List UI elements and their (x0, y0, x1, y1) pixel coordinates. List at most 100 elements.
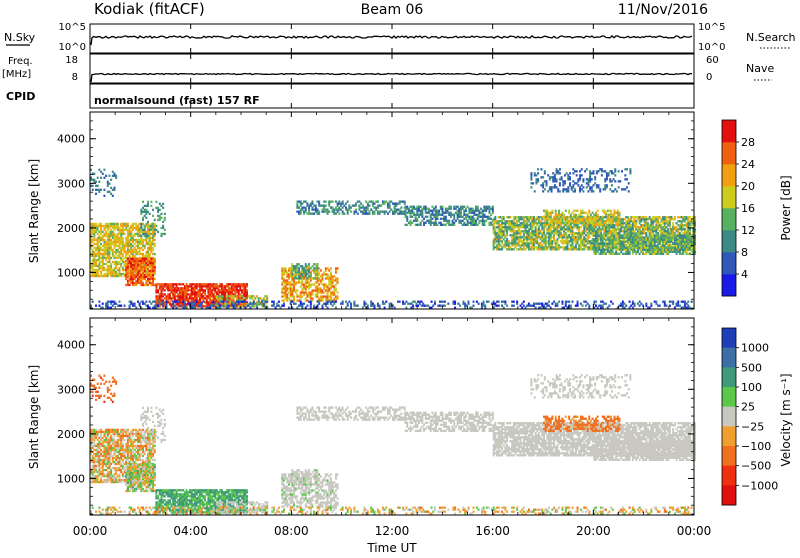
power-cell (416, 220, 418, 222)
power-cell (431, 212, 433, 214)
power-cell (420, 206, 422, 208)
power-cell (410, 224, 412, 226)
power-cell (523, 234, 525, 236)
power-cell (169, 301, 171, 303)
power-cell (186, 283, 188, 285)
power-cell (494, 216, 496, 218)
power-cell (298, 271, 300, 273)
power-cell (239, 287, 241, 289)
power-cell (551, 210, 553, 212)
power-cell (342, 211, 344, 213)
power-cell (103, 229, 105, 231)
power-cell (384, 213, 386, 215)
power-cell (540, 230, 542, 232)
power-cell (406, 220, 408, 222)
power-cell (619, 253, 621, 255)
power-cell (488, 212, 490, 214)
power-cell (134, 243, 136, 245)
power-cell (493, 224, 495, 226)
power-cell (665, 237, 667, 239)
power-cell (110, 245, 112, 247)
power-cell (342, 206, 344, 208)
power-cell (445, 216, 447, 218)
power-cell (619, 214, 621, 216)
power-cell (360, 202, 362, 204)
power-cell (130, 231, 132, 233)
power-cell (478, 214, 480, 216)
power-cell (238, 291, 240, 293)
power-cell (600, 232, 602, 234)
power-cell (355, 208, 357, 210)
freq-unit: [MHz] (2, 69, 31, 80)
power-cell (490, 218, 492, 220)
power-cell (300, 285, 302, 287)
power-cell (102, 261, 104, 263)
power-cell (293, 287, 295, 289)
beam-title: Beam 06 (361, 2, 424, 18)
power-cell (335, 269, 337, 271)
power-cell (286, 279, 288, 281)
power-cell (305, 297, 307, 299)
power-cell (317, 293, 319, 295)
power-cell (310, 273, 312, 275)
power-cell (399, 202, 401, 204)
power-cell (367, 202, 369, 204)
power-cell (509, 246, 511, 248)
power-cell (622, 220, 624, 222)
power-cell (637, 249, 639, 251)
power-cell (672, 222, 674, 224)
power-cell (285, 285, 287, 287)
power-cell (597, 214, 599, 216)
power-cell (117, 235, 119, 237)
power-cell (152, 280, 154, 282)
power-cell (333, 285, 335, 287)
power-cell (337, 211, 339, 213)
power-cell (447, 210, 449, 212)
power-cell (520, 238, 522, 240)
power-cell (435, 220, 437, 222)
power-cell (283, 299, 285, 301)
power-cell (597, 251, 599, 253)
power-cell (313, 269, 315, 271)
power-cell (635, 224, 637, 226)
power-cell (431, 218, 433, 220)
power-cell (389, 202, 391, 204)
power-cell (528, 244, 530, 246)
power-cell (301, 273, 303, 275)
power-cell (478, 210, 480, 212)
power-cell (523, 240, 525, 242)
power-cell (630, 235, 632, 237)
power-cell (350, 206, 352, 208)
power-cell (301, 265, 303, 267)
power-cell (327, 285, 329, 287)
power-cell (613, 220, 615, 222)
power-cell (330, 267, 332, 269)
power-cell (306, 273, 308, 275)
power-cell (592, 222, 594, 224)
power-cell (367, 208, 369, 210)
power-cell (196, 287, 198, 289)
power-cell (395, 211, 397, 213)
power-cell (483, 224, 485, 226)
power-cell (100, 247, 102, 249)
power-cell (322, 277, 324, 279)
power-cell (534, 172, 536, 174)
power-cell (537, 168, 539, 170)
power-cell (301, 279, 303, 281)
power-cell (134, 255, 136, 257)
power-cell (413, 212, 415, 214)
power-cell (119, 269, 121, 271)
power-cell (108, 251, 110, 253)
power-cell (610, 239, 612, 241)
power-cell (389, 211, 391, 213)
power-cell (139, 264, 141, 266)
power-cell (332, 277, 334, 279)
power-cell (667, 249, 669, 251)
power-cell (665, 226, 667, 228)
power-cell (313, 277, 315, 279)
power-cell (100, 229, 102, 231)
power-cell (467, 206, 469, 208)
power-cell (503, 218, 505, 220)
power-cell (546, 182, 548, 184)
power-cell (103, 255, 105, 257)
